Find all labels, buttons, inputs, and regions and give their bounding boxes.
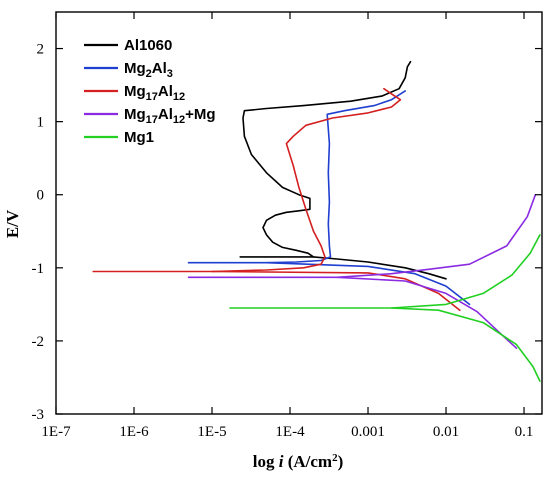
x-tick-label: 1E-5	[197, 424, 226, 440]
axis-ticks: 1E-7 1E-6 1E-5 1E-4 0.001 0.01 0.1 2 1 0 -1 -2 -3	[32, 12, 542, 440]
x-tick-label: 1E-7	[41, 424, 71, 440]
x-tick-label: 0.1	[515, 424, 534, 440]
series-line-mg1-anodic	[390, 234, 541, 309]
legend-label-mg2al3: Mg2Al3	[124, 60, 173, 80]
series-line-mg17al12-cathodic	[92, 270, 461, 311]
y-tick-label: -1	[32, 261, 45, 277]
legend-label-al1060: Al1060	[124, 37, 172, 54]
legend-label-mg17al12-mg: Mg17Al12+Mg	[124, 106, 216, 126]
x-tick-label: 0.001	[351, 424, 385, 440]
x-axis-title: log i (A/cm2)	[253, 452, 344, 471]
y-tick-label: 2	[37, 42, 45, 58]
y-tick-label: -2	[32, 334, 45, 350]
x-tick-label: 1E-6	[119, 424, 149, 440]
series-group	[92, 60, 541, 382]
legend: Al1060 Mg2Al3 Mg17Al12 Mg17Al12+Mg Mg1	[84, 37, 216, 146]
y-tick-label: -3	[32, 407, 45, 423]
legend-label-mg1: Mg1	[124, 129, 154, 146]
series-line-mg17al12-mg-anodic	[336, 193, 537, 279]
series-line-al1060-anodic	[242, 60, 412, 258]
y-axis-title: E/V	[3, 209, 22, 238]
x-tick-label: 1E-4	[275, 424, 305, 440]
series-line-mg17al12-anodic	[211, 87, 402, 273]
legend-label-mg17al12: Mg17Al12	[124, 83, 185, 103]
plot-frame	[55, 11, 543, 415]
x-tick-label: 0.01	[433, 424, 459, 440]
series-line-mg2al3-cathodic	[187, 261, 471, 306]
y-tick-label: 0	[37, 188, 45, 204]
y-tick-label: 1	[37, 115, 45, 131]
